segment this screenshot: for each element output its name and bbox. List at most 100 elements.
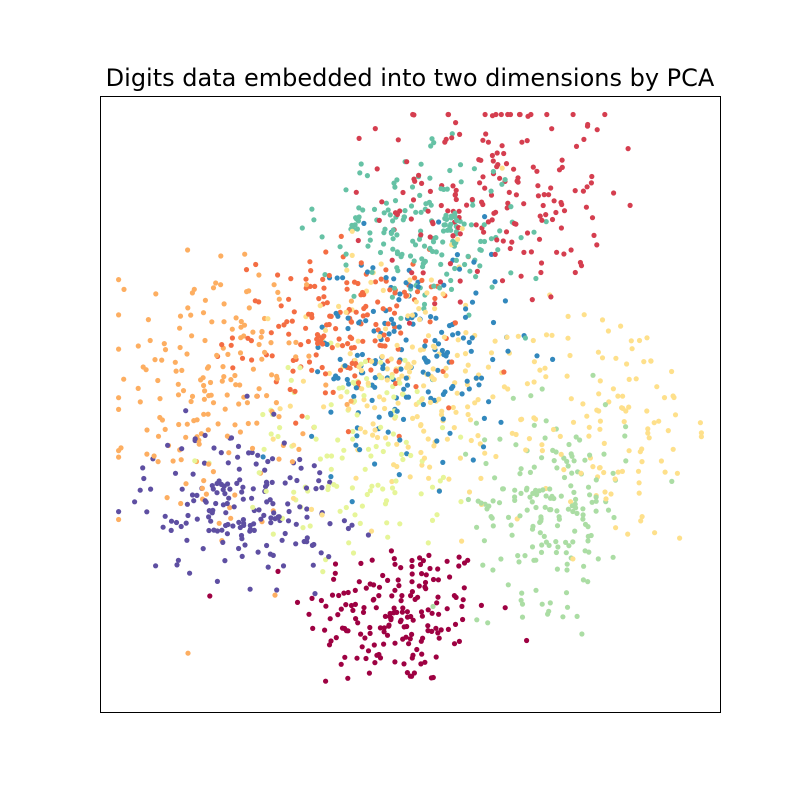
data-point-class-1 [499,278,506,284]
data-point-class-2 [353,361,359,367]
data-point-class-0 [343,602,349,608]
data-point-class-9 [372,461,378,467]
data-point-class-10 [236,545,242,552]
data-point-class-8 [462,261,468,268]
data-point-class-10 [214,490,220,496]
data-point-class-4 [409,312,415,318]
data-point-class-9 [403,280,409,286]
data-point-class-9 [420,369,426,375]
data-point-class-10 [140,465,146,471]
data-point-class-2 [252,298,258,304]
data-point-class-9 [345,315,351,321]
data-point-class-6 [365,446,372,452]
data-point-class-0 [447,574,453,580]
data-point-class-7 [601,451,607,457]
data-point-class-2 [412,275,418,281]
data-point-class-5 [626,376,632,382]
data-point-class-4 [490,394,496,400]
data-point-class-2 [288,276,294,282]
data-point-class-9 [397,437,403,443]
data-point-class-5 [581,312,587,318]
data-point-class-9 [394,408,400,414]
data-point-class-4 [335,342,341,348]
data-point-class-4 [336,303,342,309]
data-point-class-9 [376,414,382,420]
data-point-class-9 [481,415,487,421]
data-point-class-1 [416,172,422,178]
data-point-class-3 [209,319,215,325]
data-point-class-9 [460,335,466,341]
data-point-class-5 [628,338,634,344]
data-point-class-5 [672,412,679,418]
data-point-class-10 [239,536,245,542]
data-point-class-0 [318,597,324,604]
data-point-class-9 [328,474,334,480]
data-point-class-9 [404,382,411,388]
data-point-class-4 [369,358,375,364]
data-point-class-10 [237,524,243,531]
data-point-class-9 [428,314,434,320]
data-point-class-1 [453,196,459,203]
data-point-class-0 [407,673,413,679]
data-point-class-0 [404,609,410,615]
data-point-class-3 [210,285,217,291]
data-point-class-6 [403,439,409,445]
data-point-class-8 [418,161,424,167]
data-point-class-1 [524,230,531,236]
data-point-class-0 [360,609,367,616]
data-point-class-5 [670,393,676,399]
data-point-class-10 [222,491,228,497]
data-point-class-10 [327,521,333,527]
data-point-class-4 [410,415,416,421]
data-point-class-5 [549,332,555,338]
data-point-class-4 [431,376,437,382]
data-point-class-9 [440,416,446,422]
data-point-class-1 [425,208,431,214]
data-point-class-8 [354,226,360,232]
data-point-class-0 [371,596,377,602]
data-point-class-9 [436,219,442,225]
data-point-class-2 [306,311,312,317]
data-point-class-1 [518,273,524,279]
data-point-class-1 [589,215,596,221]
data-point-class-5 [637,449,643,455]
data-point-class-2 [290,368,296,374]
data-point-class-7 [585,538,591,544]
data-point-class-1 [539,217,545,223]
data-point-class-6 [311,424,317,430]
data-point-class-9 [397,291,403,297]
data-point-class-0 [392,640,398,646]
data-point-class-8 [381,230,387,236]
data-point-class-9 [388,316,395,322]
data-point-class-8 [399,251,405,257]
data-point-class-10 [244,393,250,399]
data-point-class-3 [206,393,212,399]
data-point-class-8 [352,222,358,228]
data-point-class-2 [352,373,358,379]
data-point-class-4 [462,351,469,357]
data-point-class-2 [372,279,379,285]
data-point-class-6 [324,453,330,459]
data-point-class-3 [256,341,262,348]
data-point-class-1 [505,111,511,118]
data-point-class-7 [563,550,569,556]
data-point-class-10 [303,485,310,491]
data-point-class-4 [418,423,424,429]
data-point-class-10 [239,489,245,495]
data-point-class-8 [319,234,325,240]
data-point-class-7 [497,436,503,442]
data-point-class-4 [505,386,511,392]
data-point-class-5 [564,373,570,379]
data-point-class-2 [360,338,366,344]
plot-frame [100,96,721,713]
data-point-class-4 [319,512,325,518]
data-point-class-2 [253,261,259,268]
data-point-class-0 [388,617,394,623]
data-point-class-5 [644,335,650,341]
data-point-class-3 [222,406,228,412]
data-point-class-5 [639,514,645,520]
data-point-class-3 [202,337,208,344]
data-point-class-3 [228,515,234,521]
data-point-class-4 [368,279,374,285]
